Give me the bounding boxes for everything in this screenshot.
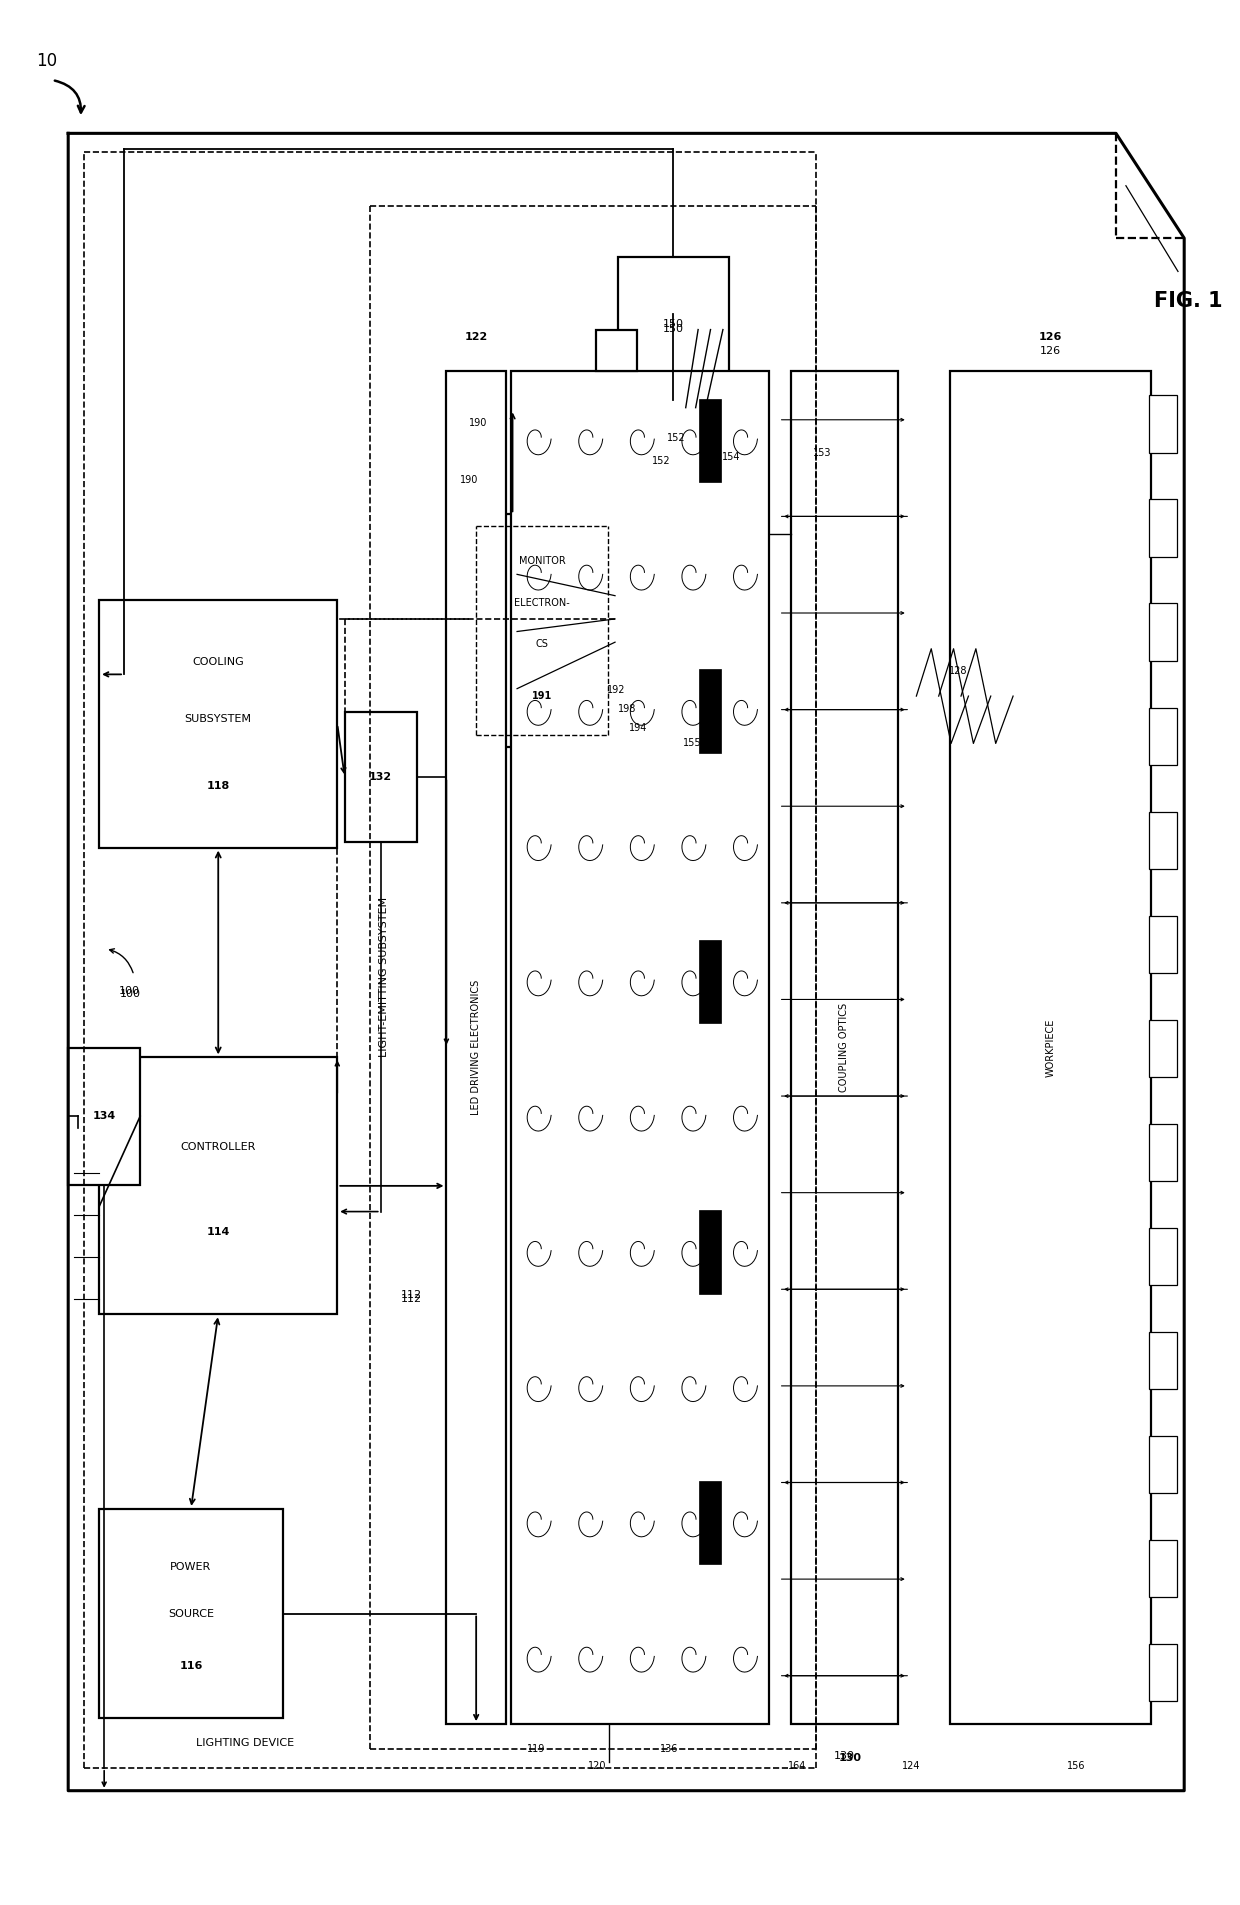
- Text: 134: 134: [93, 1111, 115, 1122]
- FancyBboxPatch shape: [618, 257, 729, 400]
- FancyBboxPatch shape: [1149, 916, 1177, 973]
- Text: COUPLING OPTICS: COUPLING OPTICS: [839, 1004, 849, 1092]
- Text: CS: CS: [536, 640, 548, 650]
- Text: 150: 150: [663, 318, 683, 330]
- Text: 191: 191: [532, 692, 552, 701]
- Text: LIGHT-EMITTING SUBSYSTEM: LIGHT-EMITTING SUBSYSTEM: [379, 897, 389, 1057]
- Text: 112: 112: [401, 1293, 423, 1305]
- Text: LED DRIVING ELECTRONICS: LED DRIVING ELECTRONICS: [471, 981, 481, 1114]
- Text: LIGHTING DEVICE: LIGHTING DEVICE: [196, 1737, 295, 1749]
- FancyBboxPatch shape: [699, 1210, 722, 1293]
- FancyBboxPatch shape: [345, 712, 417, 842]
- FancyBboxPatch shape: [469, 514, 615, 747]
- Text: 156: 156: [1068, 1760, 1085, 1772]
- Text: 154: 154: [723, 451, 740, 463]
- Text: FIG. 1: FIG. 1: [1153, 291, 1223, 311]
- FancyBboxPatch shape: [1149, 1644, 1177, 1701]
- FancyBboxPatch shape: [699, 1480, 722, 1564]
- Text: 124: 124: [903, 1760, 920, 1772]
- Text: COOLING: COOLING: [192, 657, 244, 667]
- Text: WORKPIECE: WORKPIECE: [1045, 1019, 1055, 1076]
- Text: 130: 130: [835, 1751, 854, 1762]
- Text: 128: 128: [950, 665, 967, 676]
- Text: MONITOR: MONITOR: [518, 556, 565, 566]
- Text: 130: 130: [839, 1753, 862, 1764]
- Text: 132: 132: [370, 772, 392, 783]
- Text: 155: 155: [682, 737, 702, 749]
- Text: 100: 100: [120, 989, 140, 1000]
- FancyBboxPatch shape: [1149, 1539, 1177, 1596]
- Text: POWER: POWER: [170, 1562, 212, 1572]
- FancyBboxPatch shape: [1149, 499, 1177, 556]
- Text: 100: 100: [119, 985, 139, 996]
- FancyBboxPatch shape: [699, 398, 722, 482]
- Text: 150: 150: [663, 324, 683, 333]
- FancyBboxPatch shape: [1149, 707, 1177, 764]
- Text: 10: 10: [36, 51, 58, 70]
- FancyBboxPatch shape: [99, 1509, 283, 1718]
- Text: 194: 194: [630, 722, 647, 733]
- FancyBboxPatch shape: [511, 371, 769, 1724]
- Text: 112: 112: [401, 1290, 423, 1301]
- FancyBboxPatch shape: [68, 1048, 140, 1185]
- Text: 116: 116: [180, 1661, 202, 1671]
- FancyBboxPatch shape: [791, 371, 898, 1724]
- Text: 119: 119: [527, 1743, 544, 1755]
- Text: 164: 164: [789, 1760, 806, 1772]
- Text: 152: 152: [651, 455, 671, 467]
- Text: 190: 190: [469, 417, 487, 429]
- FancyBboxPatch shape: [1149, 1019, 1177, 1076]
- Text: SOURCE: SOURCE: [167, 1608, 215, 1619]
- Text: 126: 126: [1039, 331, 1061, 343]
- FancyBboxPatch shape: [699, 669, 722, 752]
- Text: 190: 190: [460, 474, 477, 486]
- Text: ELECTRON-: ELECTRON-: [515, 598, 569, 608]
- FancyBboxPatch shape: [1149, 604, 1177, 661]
- Text: SUBSYSTEM: SUBSYSTEM: [185, 714, 252, 724]
- FancyBboxPatch shape: [1149, 1436, 1177, 1494]
- FancyBboxPatch shape: [950, 371, 1151, 1724]
- FancyBboxPatch shape: [596, 330, 637, 371]
- Text: 198: 198: [619, 703, 636, 714]
- FancyBboxPatch shape: [1149, 1124, 1177, 1181]
- Text: 152: 152: [666, 432, 686, 444]
- FancyBboxPatch shape: [1149, 812, 1177, 869]
- FancyBboxPatch shape: [68, 133, 1184, 1791]
- FancyBboxPatch shape: [1149, 1227, 1177, 1286]
- Text: CONTROLLER: CONTROLLER: [181, 1143, 255, 1153]
- Text: 118: 118: [207, 781, 229, 791]
- Text: 192: 192: [608, 684, 625, 695]
- FancyBboxPatch shape: [99, 1057, 337, 1314]
- Text: 122: 122: [465, 331, 487, 343]
- Text: 153: 153: [813, 448, 831, 459]
- FancyBboxPatch shape: [446, 371, 506, 1724]
- FancyBboxPatch shape: [699, 939, 722, 1023]
- Text: 136: 136: [661, 1743, 678, 1755]
- FancyBboxPatch shape: [99, 600, 337, 848]
- Text: 126: 126: [1039, 345, 1061, 356]
- Text: 114: 114: [207, 1227, 229, 1236]
- FancyBboxPatch shape: [1149, 1332, 1177, 1389]
- FancyBboxPatch shape: [1149, 396, 1177, 453]
- Text: 120: 120: [589, 1760, 606, 1772]
